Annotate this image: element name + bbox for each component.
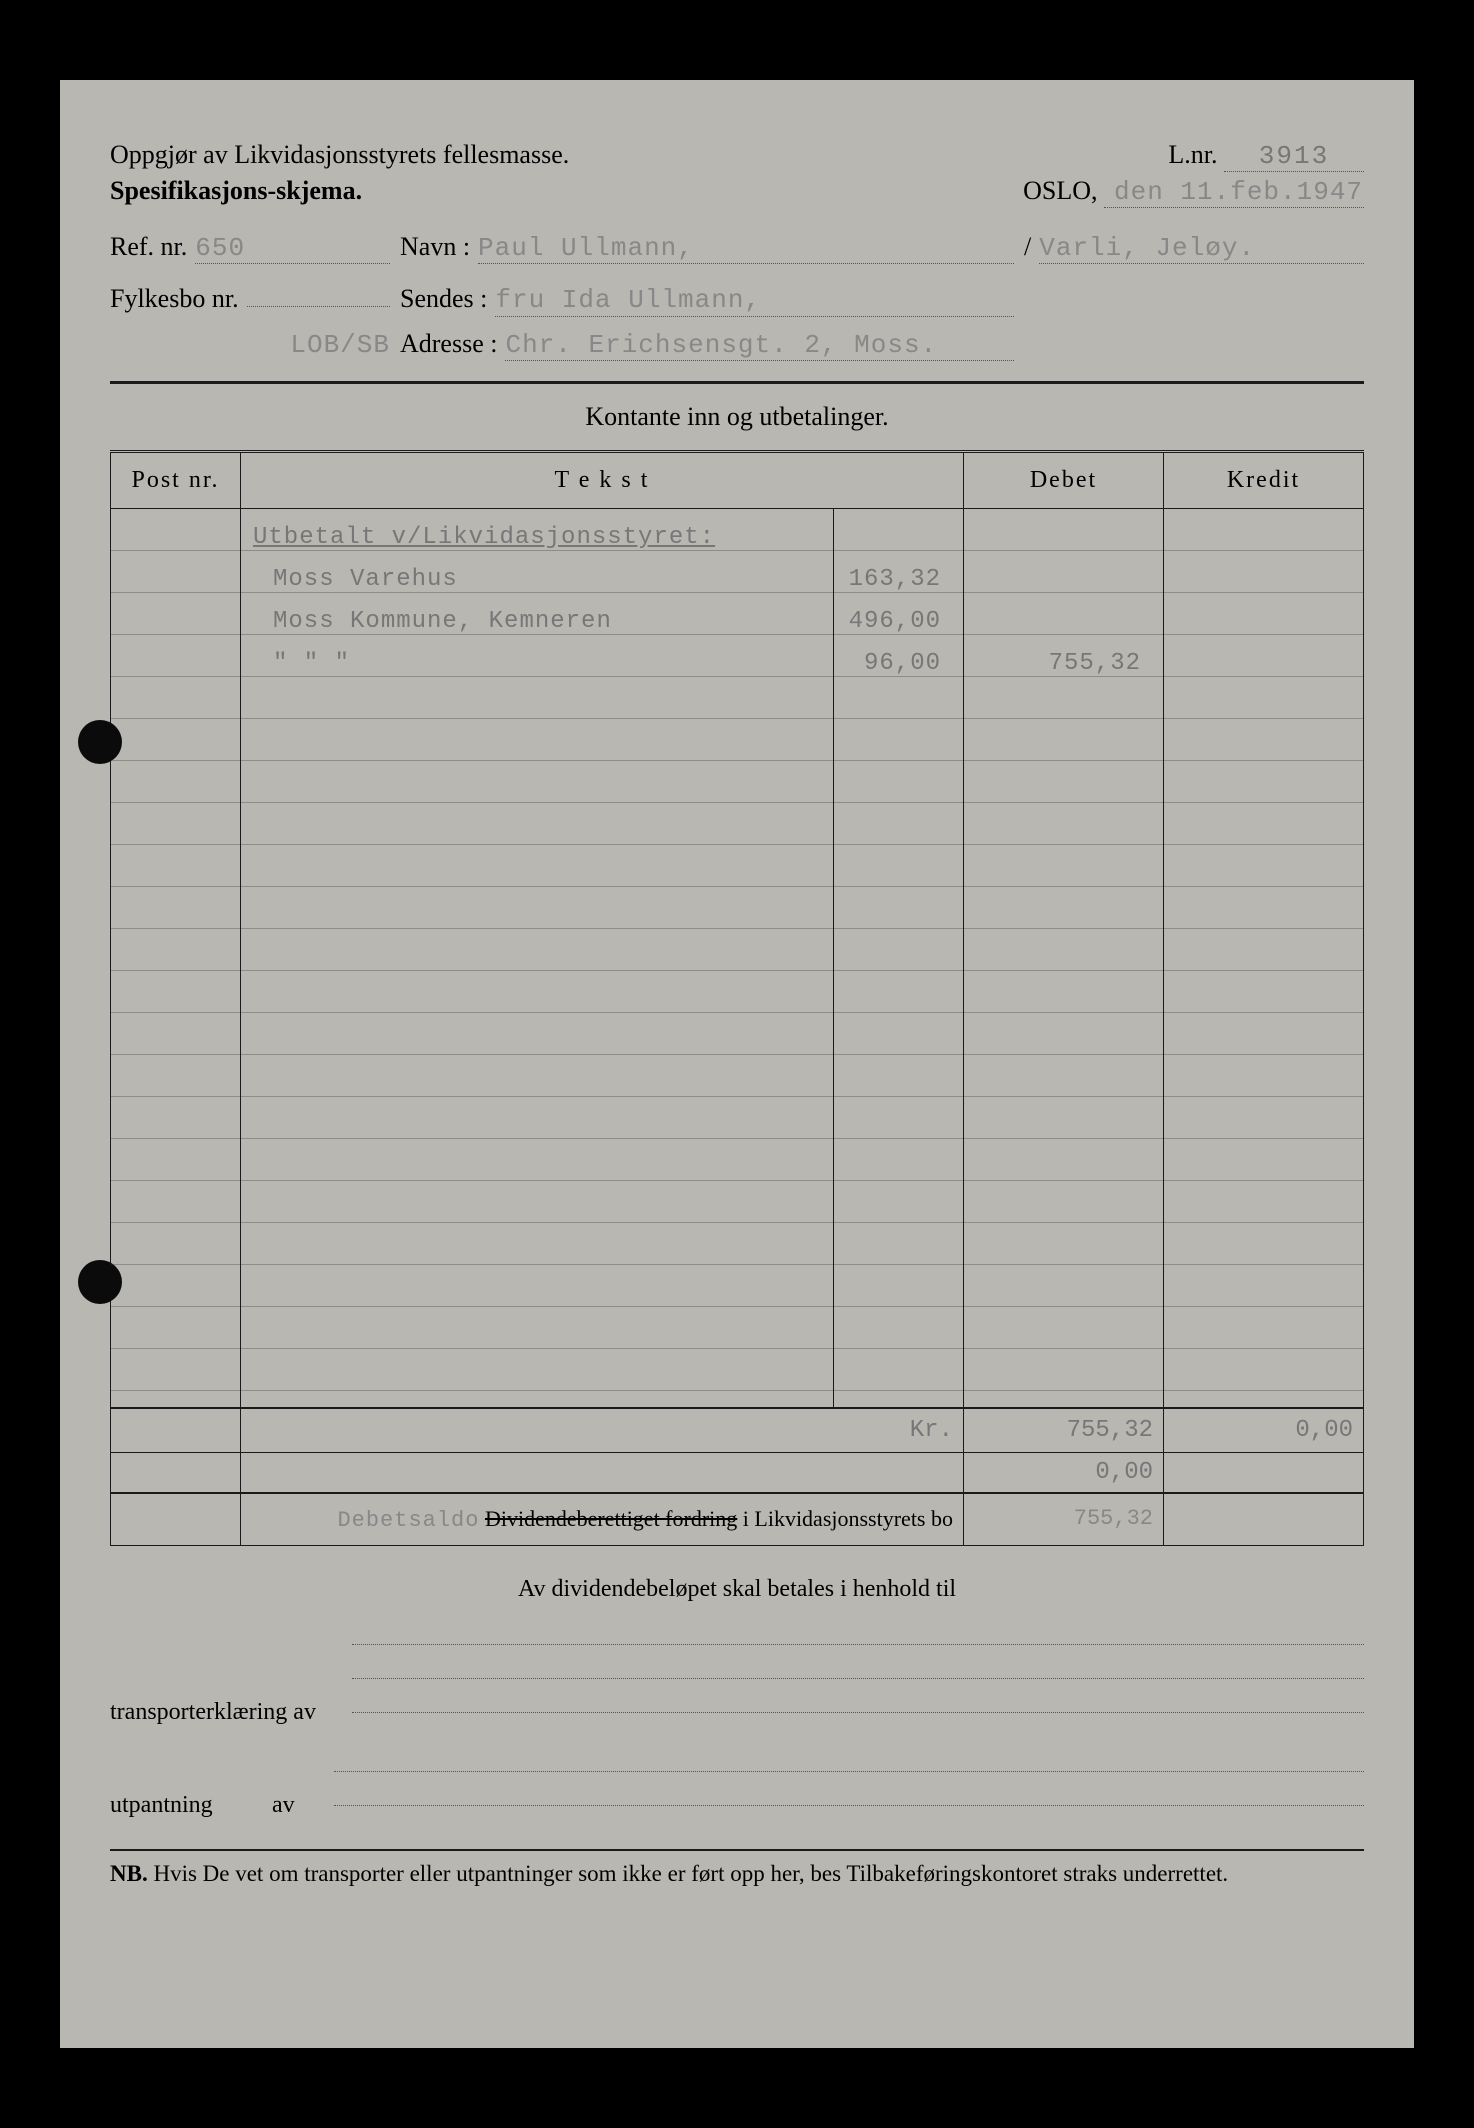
table-header-row: Post nr. T e k s t Debet Kredit bbox=[111, 451, 1364, 508]
entry-heading: Utbetalt v/Likvidasjonsstyret: bbox=[253, 524, 715, 551]
second-line-value: 0,00 bbox=[964, 1453, 1164, 1494]
navn-extra: Varli, Jeløy. bbox=[1039, 233, 1364, 264]
document-page: Oppgjør av Likvidasjonsstyrets fellesmas… bbox=[20, 40, 1454, 2088]
fordring-row: Debetsaldo Dividendeberettiget fordring … bbox=[111, 1493, 1364, 1546]
nb-prefix: NB. bbox=[110, 1861, 148, 1886]
header: Oppgjør av Likvidasjonsstyrets fellesmas… bbox=[110, 140, 1364, 208]
kr-label: Kr. bbox=[241, 1408, 964, 1453]
lnr-label: L.nr. bbox=[1168, 140, 1217, 169]
ref-value: 650 bbox=[195, 233, 390, 264]
date-value: den 11.feb.1947 bbox=[1114, 177, 1363, 207]
ref-label: Ref. nr. bbox=[110, 232, 187, 262]
lnr: L.nr. 3913 bbox=[1168, 140, 1364, 172]
totals-row: Kr. 755,32 0,00 bbox=[111, 1408, 1364, 1453]
meta-block: Ref. nr. 650 Navn : Paul Ullmann, / Varl… bbox=[110, 232, 1364, 361]
entry-sub: 96,00 bbox=[864, 643, 941, 685]
nb-text: Hvis De vet om transporter eller utpantn… bbox=[153, 1861, 1228, 1886]
footer-title: Av dividendebeløpet skal betales i henho… bbox=[110, 1576, 1364, 1603]
debet-column-body: 755,32 bbox=[964, 508, 1164, 1408]
col-tekst: T e k s t bbox=[241, 451, 964, 508]
kredit-total: 0,00 bbox=[1164, 1408, 1364, 1453]
blank-line bbox=[352, 1617, 1364, 1645]
navn-label: Navn : bbox=[400, 232, 470, 262]
entry-text: " " " bbox=[253, 643, 821, 685]
header-title-2: Spesifikasjons-skjema. bbox=[110, 176, 362, 206]
col-post: Post nr. bbox=[111, 451, 241, 508]
col-debet: Debet bbox=[964, 451, 1164, 508]
tekst-column-body: Utbetalt v/Likvidasjonsstyret: Moss Vare… bbox=[241, 508, 834, 1408]
fordring-prefix: Debetsaldo bbox=[337, 1508, 479, 1533]
av-label: av bbox=[272, 1792, 322, 1819]
transport-label: transporterklæring av bbox=[110, 1699, 340, 1726]
blank-line bbox=[334, 1778, 1364, 1806]
fylkesbo-label: Fylkesbo nr. bbox=[110, 284, 239, 314]
fordring-suffix: i Likvidasjonsstyrets bo bbox=[743, 1506, 953, 1531]
footer: Av dividendebeløpet skal betales i henho… bbox=[110, 1576, 1364, 1819]
fordring-strike: Dividendeberettiget fordring bbox=[485, 1506, 737, 1531]
col-kredit: Kredit bbox=[1164, 451, 1364, 508]
entry-debet: 755,32 bbox=[976, 643, 1151, 685]
place-date: OSLO, den 11.feb.1947 bbox=[1023, 176, 1364, 208]
lnr-value: 3913 bbox=[1259, 141, 1329, 171]
section-title: Kontante inn og utbetalinger. bbox=[110, 384, 1364, 450]
adresse-value: Chr. Erichsensgt. 2, Moss. bbox=[505, 330, 1014, 361]
nb-notice: NB. Hvis De vet om transporter eller utp… bbox=[110, 1849, 1364, 1887]
utpantning-label: utpantning bbox=[110, 1792, 260, 1819]
navn-value: Paul Ullmann, bbox=[478, 233, 1014, 264]
entry-sub: 496,00 bbox=[846, 601, 951, 643]
sub-column-body: 163,32 496,00 96,00 bbox=[833, 508, 963, 1408]
entry-text: Moss Kommune, Kemneren bbox=[253, 601, 821, 643]
post-column-body bbox=[111, 508, 241, 1408]
sendes-label: Sendes : bbox=[400, 284, 487, 314]
entry-sub: 163,32 bbox=[846, 559, 951, 601]
place-label: OSLO, bbox=[1023, 176, 1097, 205]
fylkesbo-value bbox=[247, 276, 390, 307]
adresse-label: Adresse : bbox=[400, 329, 497, 359]
sendes-value: fru Ida Ullmann, bbox=[495, 285, 1014, 316]
blank-line bbox=[334, 1744, 1364, 1772]
fordring-amount: 755,32 bbox=[964, 1493, 1164, 1546]
debet-total: 755,32 bbox=[964, 1408, 1164, 1453]
blank-line bbox=[352, 1685, 1364, 1713]
totals-row-2: 0,00 bbox=[111, 1453, 1364, 1494]
blank-line bbox=[352, 1651, 1364, 1679]
ledger-table: Post nr. T e k s t Debet Kredit Utbetalt… bbox=[110, 450, 1364, 1547]
table-body-row: Utbetalt v/Likvidasjonsstyret: Moss Vare… bbox=[111, 508, 1364, 1408]
kredit-column-body bbox=[1164, 508, 1364, 1408]
entry-text: Moss Varehus bbox=[253, 559, 821, 601]
header-title-1: Oppgjør av Likvidasjonsstyrets fellesmas… bbox=[110, 140, 569, 170]
code-value: LOB/SB bbox=[290, 330, 390, 360]
